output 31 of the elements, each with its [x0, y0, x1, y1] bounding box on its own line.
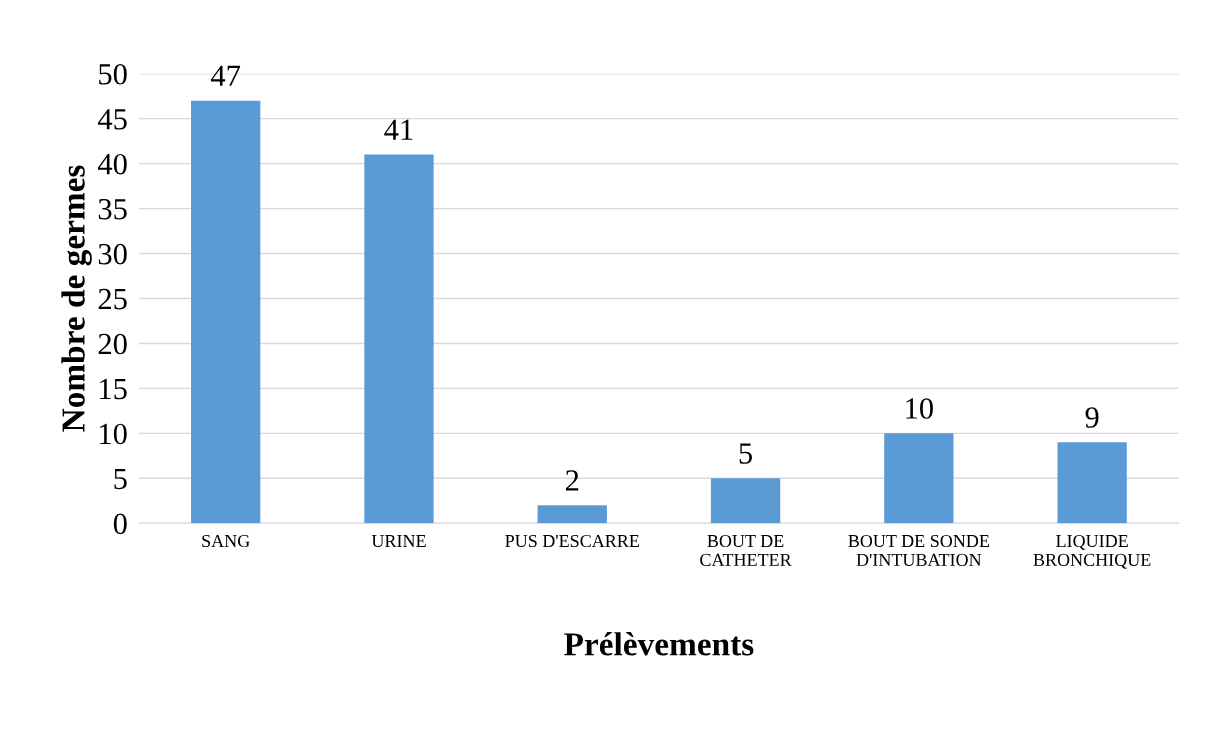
- bar: [364, 154, 434, 524]
- bar: [537, 505, 607, 524]
- x-tick-label: URINE: [371, 535, 426, 548]
- y-tick-label: 20: [98, 333, 127, 355]
- bar: [710, 478, 781, 524]
- data-label: 41: [384, 119, 413, 140]
- y-tick-label: 30: [98, 243, 127, 265]
- x-tick-label: BOUT DE CATHETER: [700, 534, 792, 566]
- y-tick-label: 25: [98, 288, 127, 310]
- y-axis-title: Nombre de germes: [61, 165, 92, 432]
- y-tick-label: 5: [114, 468, 127, 490]
- y-tick-label: 45: [97, 109, 127, 130]
- x-tick-label: SANG: [202, 534, 250, 548]
- data-label: 9: [1085, 407, 1099, 428]
- y-tick-label: 0: [113, 513, 127, 535]
- data-label: 5: [739, 443, 752, 464]
- x-tick-label: PUS D'ESCARRE: [505, 534, 639, 548]
- y-tick-label: 35: [98, 198, 127, 220]
- x-axis-title: Prélèvements: [564, 632, 754, 656]
- x-tick-label: BOUT DE SONDE D'INTUBATION: [848, 534, 989, 566]
- y-tick-label: 50: [99, 63, 127, 85]
- bar: [884, 433, 954, 524]
- data-label: 2: [565, 470, 579, 491]
- bar: [1057, 442, 1127, 524]
- data-label: 10: [906, 398, 933, 419]
- y-tick-label: 10: [100, 423, 127, 445]
- x-tick-label: LIQUIDE BRONCHIQUE: [1033, 534, 1151, 569]
- data-label: 47: [211, 65, 241, 86]
- bar: [191, 100, 261, 524]
- y-tick-label: 40: [97, 153, 127, 175]
- y-tick-label: 15: [100, 378, 127, 400]
